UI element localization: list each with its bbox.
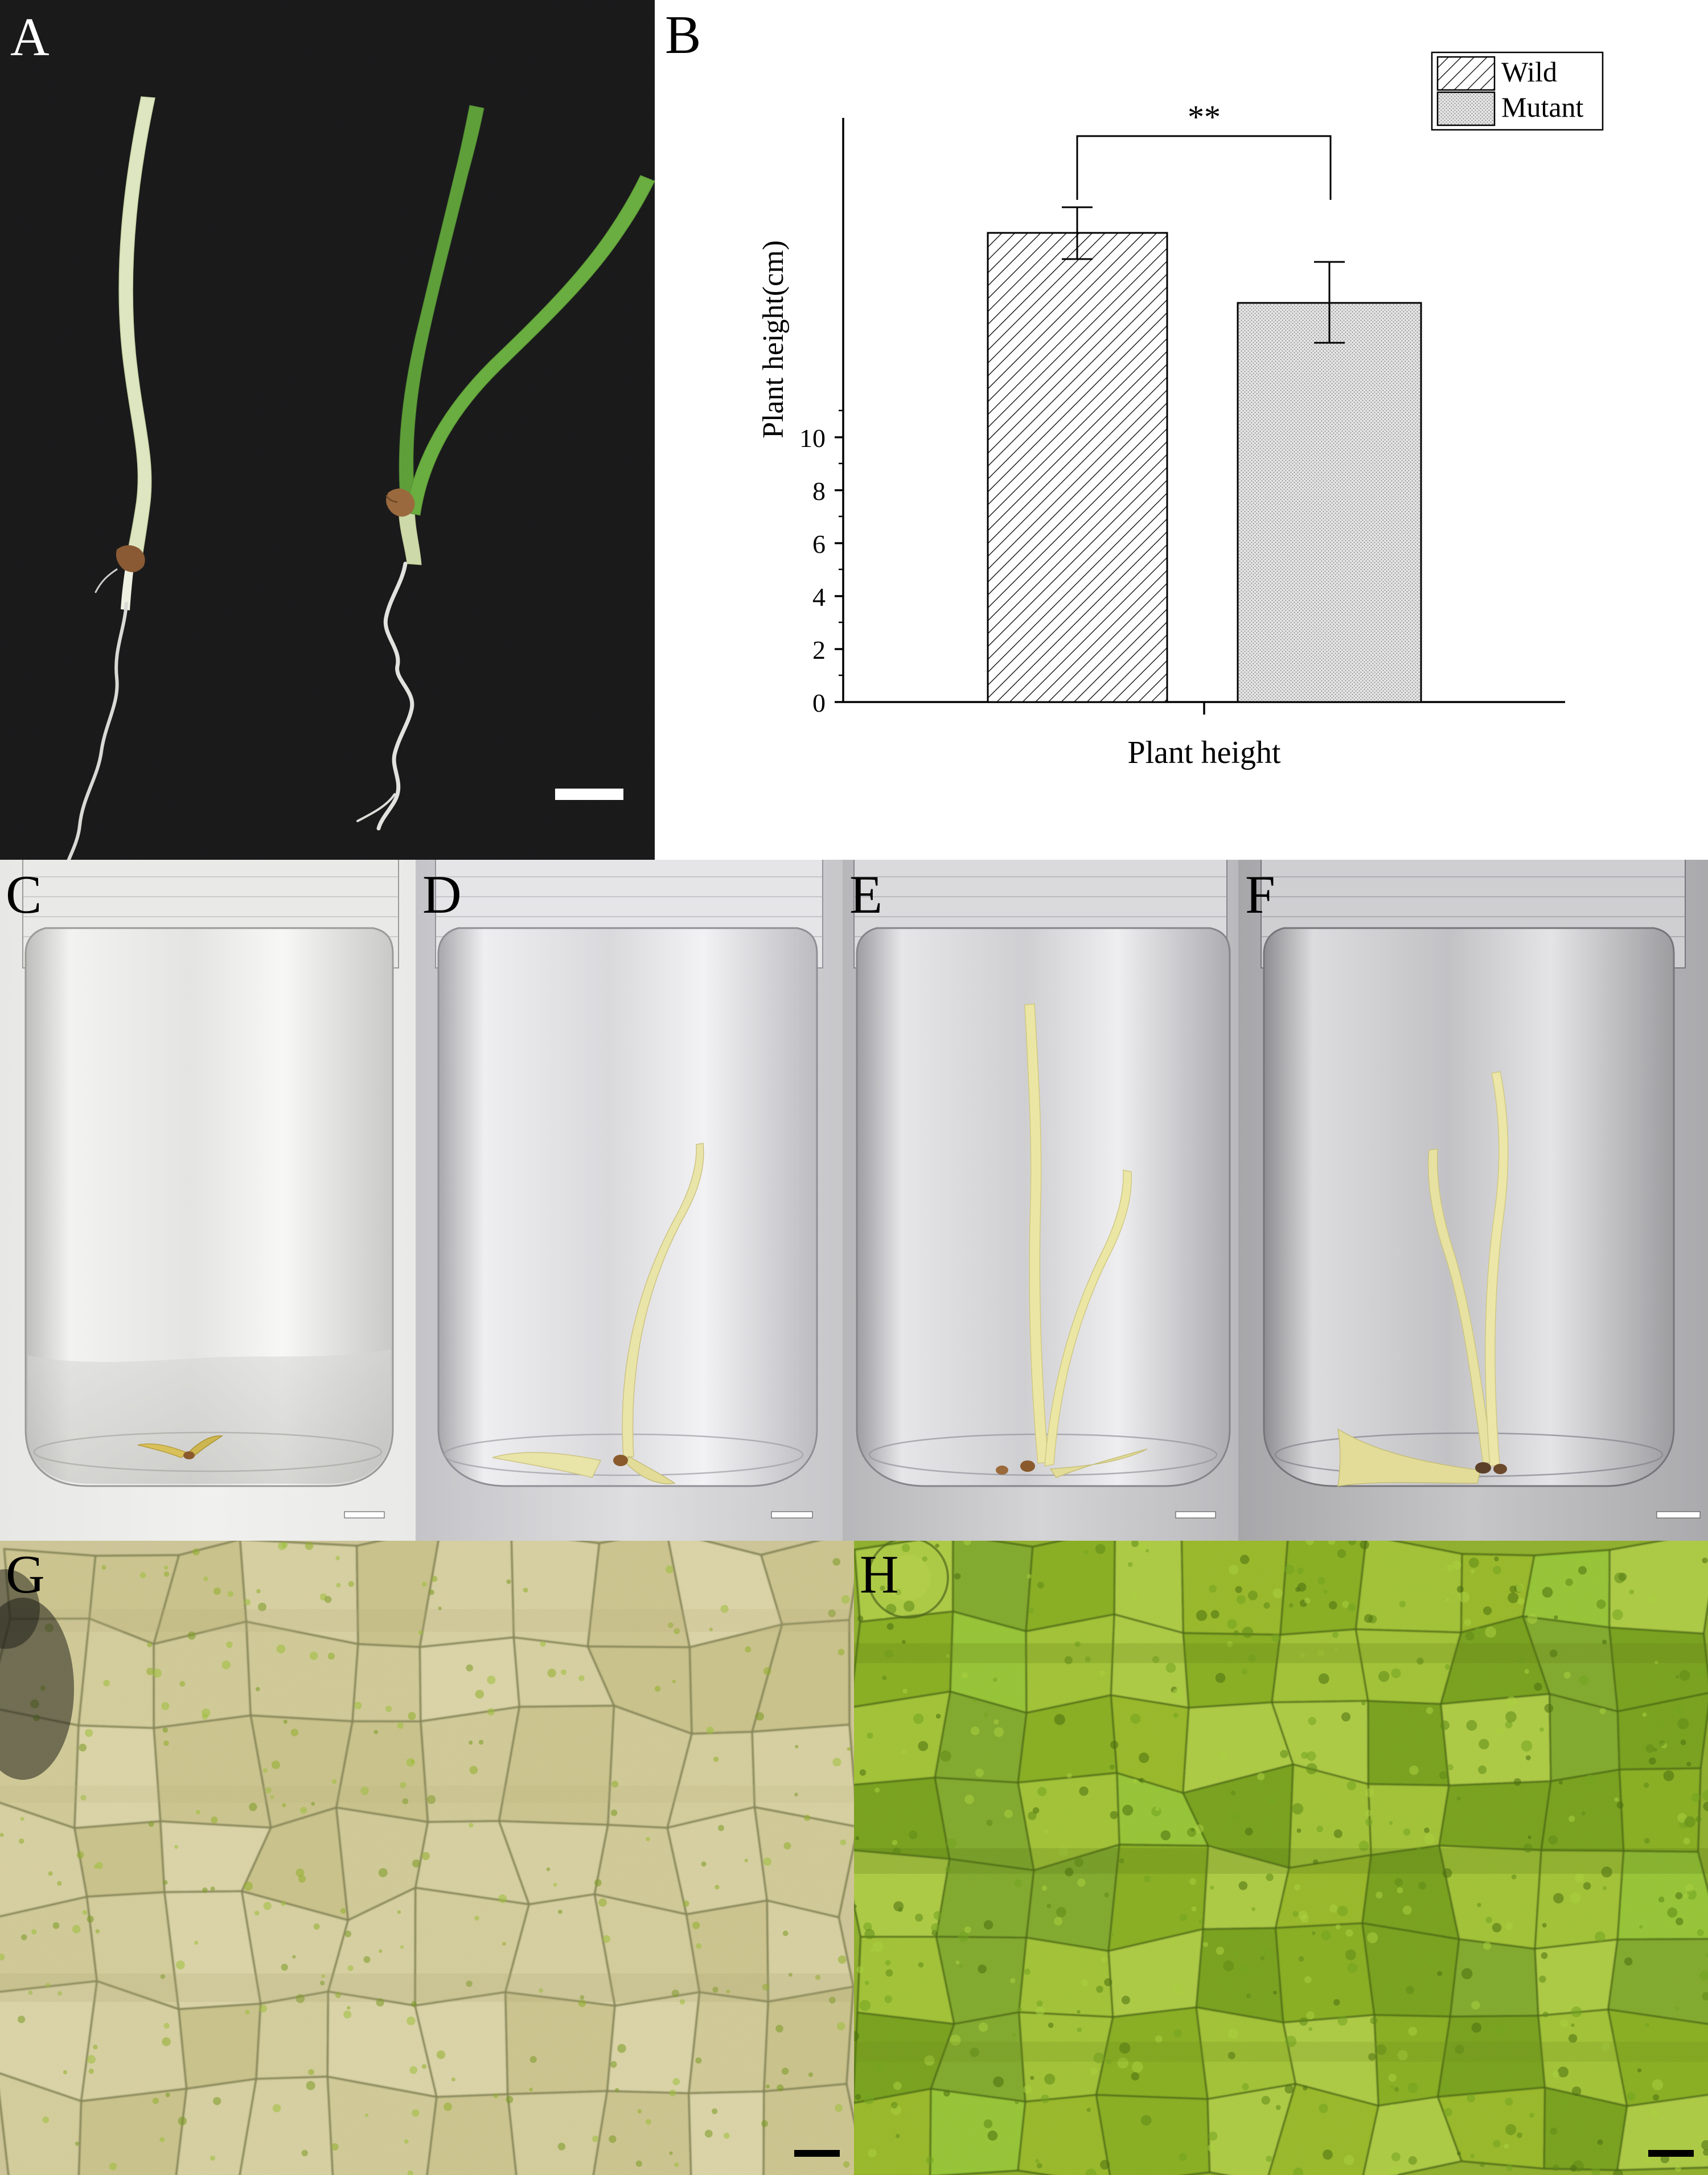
svg-text:0: 0 (812, 688, 826, 717)
svg-text:6: 6 (812, 530, 826, 559)
svg-text:8: 8 (812, 477, 826, 506)
svg-text:10: 10 (799, 424, 826, 453)
svg-text:2: 2 (812, 635, 826, 664)
svg-text:4: 4 (812, 582, 826, 612)
svg-text:Wild: Wild (1501, 56, 1557, 88)
svg-text:**: ** (1188, 99, 1221, 136)
svg-text:Plant height: Plant height (1127, 735, 1281, 770)
svg-text:Plant height(cm): Plant height(cm) (757, 240, 790, 438)
svg-text:Mutant: Mutant (1501, 91, 1584, 123)
